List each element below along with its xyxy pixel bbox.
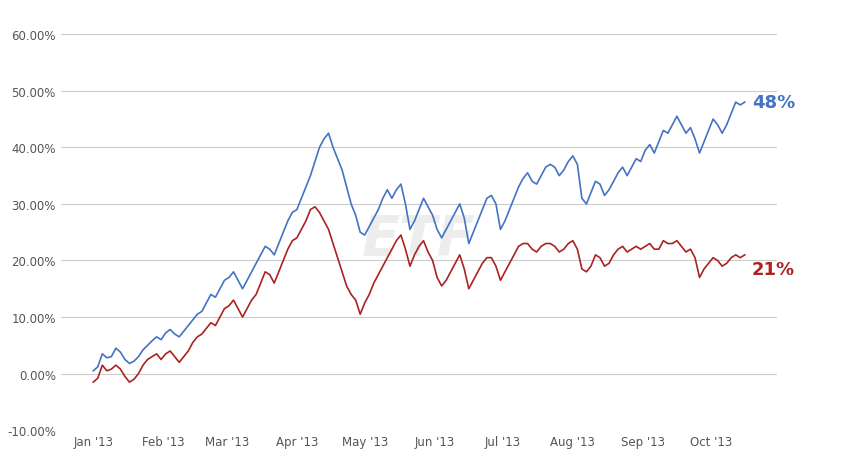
Text: 21%: 21% xyxy=(752,260,794,278)
Text: 48%: 48% xyxy=(752,94,795,112)
Text: ETF: ETF xyxy=(363,213,476,267)
